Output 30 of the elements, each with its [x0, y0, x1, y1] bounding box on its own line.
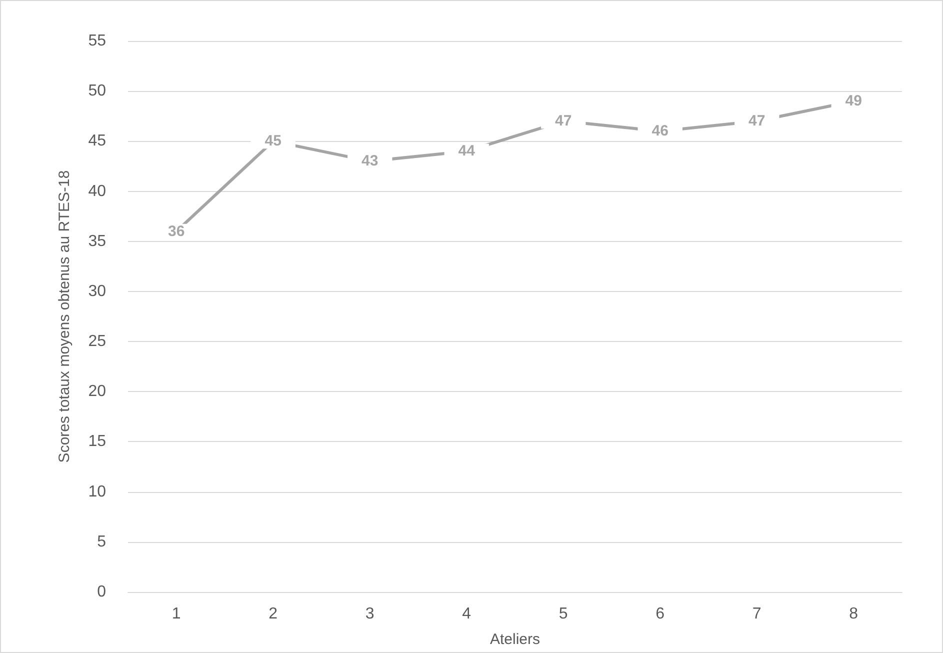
y-tick-label: 30	[88, 282, 106, 300]
y-tick-label: 55	[88, 32, 106, 50]
x-tick-label: 6	[656, 606, 665, 622]
x-tick-label: 3	[365, 606, 374, 622]
x-tick-label: 8	[849, 606, 858, 622]
y-tick-label: 10	[88, 483, 106, 500]
data-label: 47	[748, 112, 766, 130]
data-label: 47	[555, 112, 572, 130]
data-label: 46	[652, 122, 668, 140]
y-tick-label: 5	[97, 533, 106, 550]
data-label: 44	[458, 142, 476, 160]
data-label: 45	[264, 132, 282, 150]
y-tick-label: 40	[88, 182, 106, 200]
y-tick-label: 15	[88, 433, 106, 450]
x-tick-label: 4	[462, 606, 472, 622]
x-tick-label: 7	[752, 606, 762, 622]
y-tick-label: 25	[88, 333, 106, 350]
data-label: 49	[845, 92, 862, 110]
x-axis-title: Ateliers	[490, 631, 540, 648]
x-tick-label: 1	[172, 606, 181, 622]
x-tick-label: 2	[268, 606, 278, 622]
y-axis-title: Scores totaux moyens obtenus au RTES-18	[56, 170, 73, 463]
data-label: 43	[362, 152, 378, 170]
y-tick-label: 50	[88, 82, 106, 100]
x-tick-label: 5	[558, 606, 568, 622]
y-tick-label: 20	[88, 383, 106, 400]
y-tick-label: 45	[88, 132, 106, 150]
y-tick-label: 35	[88, 232, 106, 250]
data-label: 36	[168, 222, 185, 240]
y-tick-label: 0	[97, 584, 106, 600]
